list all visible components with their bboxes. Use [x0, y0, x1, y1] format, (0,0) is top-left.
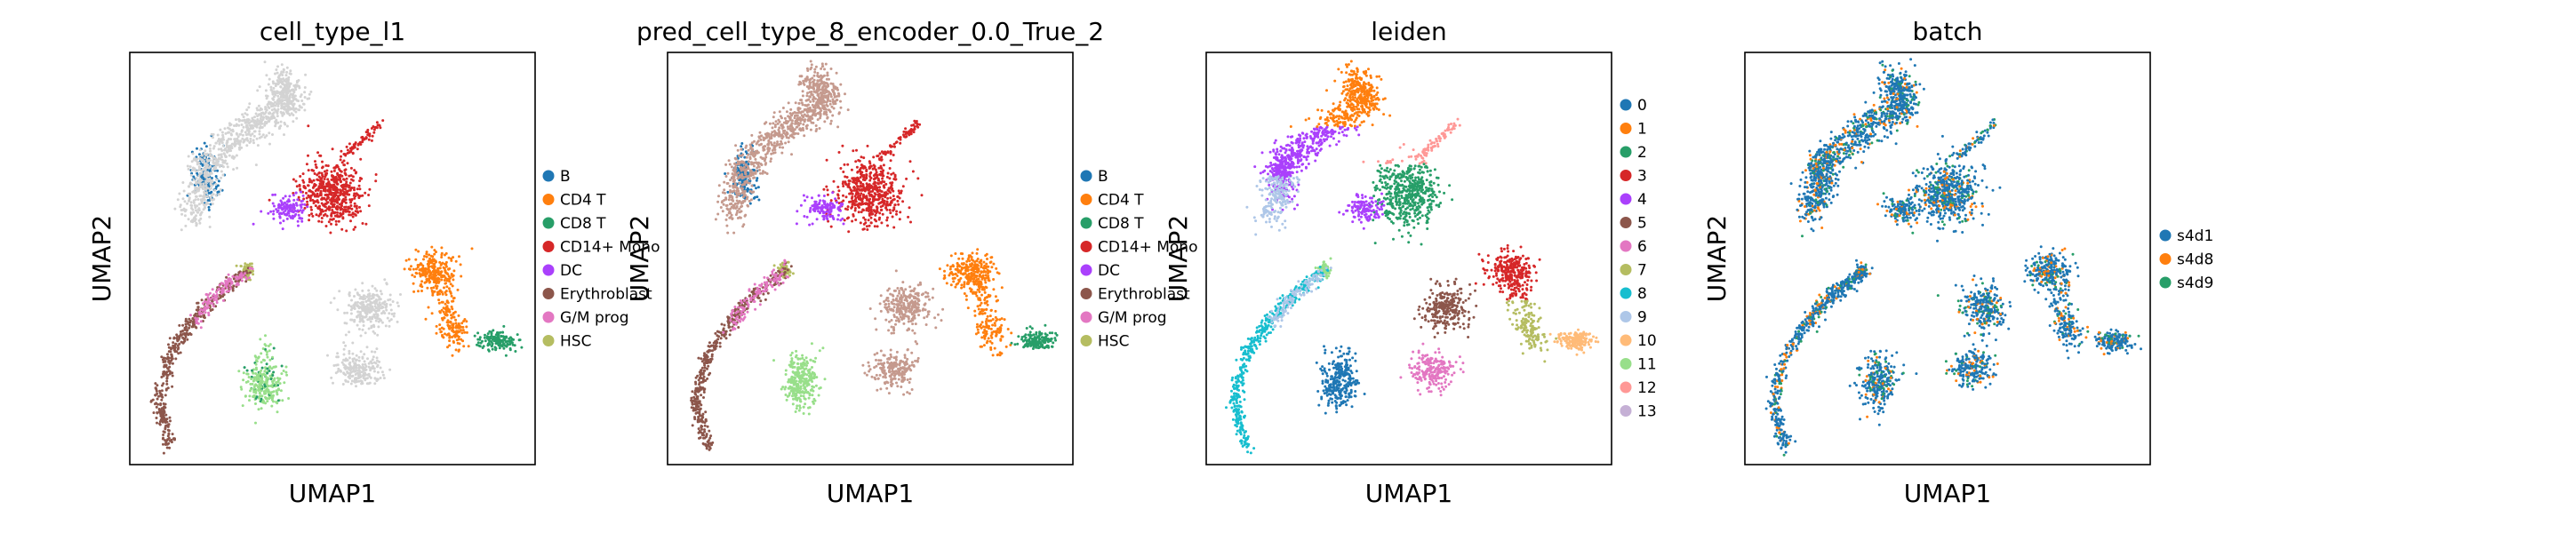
- legend-marker: [1620, 381, 1632, 394]
- legend-marker: [1080, 217, 1092, 229]
- legend-marker: [1620, 99, 1632, 111]
- legend-label: G/M prog: [560, 309, 629, 327]
- legend-label: Erythroblast: [1098, 286, 1190, 304]
- legend-marker: [1080, 194, 1092, 205]
- chart-title: cell_type_l1: [260, 17, 405, 46]
- y-axis-label: UMAP2: [625, 215, 654, 303]
- legend-marker: [542, 335, 555, 346]
- y-axis-label: UMAP2: [1702, 215, 1732, 303]
- legend-marker: [1620, 405, 1632, 417]
- y-axis-label: UMAP2: [1164, 215, 1193, 303]
- legend-marker: [2159, 229, 2172, 242]
- panel-1: pred_cell_type_8_encoder_0.0_True_2 UMAP1…: [625, 17, 1197, 508]
- scatter-points: [690, 60, 1059, 451]
- legend-marker: [542, 170, 555, 182]
- legend: s4d1 s4d8 s4d9: [2159, 227, 2213, 292]
- panel-0: cell_type_l1 UMAP1 UMAP2 B CD4 T CD8 T CD14+ M…: [87, 17, 660, 508]
- legend-marker: [1080, 170, 1092, 182]
- legend-marker: [542, 311, 555, 323]
- axes-frame: [1205, 52, 1612, 465]
- legend-marker: [1620, 311, 1632, 322]
- legend-marker: [1080, 288, 1092, 299]
- legend-label: G/M prog: [1098, 309, 1167, 327]
- legend-marker: [1620, 334, 1632, 346]
- axes-frame: [129, 52, 536, 465]
- axes-frame: [667, 52, 1074, 465]
- legend-label: 4: [1637, 191, 1647, 209]
- legend-label: CD8 T: [1098, 215, 1144, 233]
- legend-label: 11: [1637, 356, 1657, 374]
- legend-label: 12: [1637, 379, 1657, 397]
- y-axis-label: UMAP2: [87, 215, 116, 303]
- legend-label: 6: [1637, 238, 1647, 256]
- legend-marker: [542, 194, 555, 205]
- legend-marker: [1620, 264, 1632, 275]
- legend-marker: [2159, 253, 2172, 265]
- legend-label: CD4 T: [560, 192, 606, 210]
- legend-label: s4d8: [2177, 251, 2213, 269]
- legend-marker: [1620, 170, 1632, 181]
- legend-marker: [1080, 241, 1092, 252]
- legend-marker: [1620, 193, 1632, 205]
- scatter-points: [149, 60, 524, 455]
- x-axis-label: UMAP1: [1365, 479, 1453, 508]
- legend-label: 13: [1637, 403, 1657, 421]
- legend-marker: [2159, 276, 2172, 289]
- panel-3: batch UMAP1 UMAP2 s4d1 s4d8 s4d9: [1702, 17, 2213, 508]
- legend-marker: [1620, 217, 1632, 228]
- legend-marker: [542, 288, 555, 299]
- legend-label: Erythroblast: [560, 286, 652, 304]
- legend-marker: [1080, 264, 1092, 276]
- legend-marker: [1620, 146, 1632, 158]
- legend-marker: [1620, 240, 1632, 252]
- legend-label: HSC: [1098, 333, 1129, 351]
- chart-title: batch: [1912, 17, 1982, 46]
- legend-label: 0: [1637, 97, 1647, 115]
- legend-marker: [542, 264, 555, 276]
- chart-title: pred_cell_type_8_encoder_0.0_True_2: [636, 17, 1104, 46]
- x-axis-label: UMAP1: [289, 479, 377, 508]
- legend-marker: [1080, 311, 1092, 323]
- legend-marker: [1080, 335, 1092, 346]
- legend-label: B: [560, 168, 571, 186]
- legend-label: 2: [1637, 144, 1647, 162]
- x-axis-label: UMAP1: [1904, 479, 1992, 508]
- legend-label: 7: [1637, 262, 1647, 280]
- legend-marker: [542, 217, 555, 229]
- legend-label: CD4 T: [1098, 192, 1144, 210]
- axes-frame: [1744, 52, 2151, 465]
- legend-marker: [1620, 123, 1632, 134]
- legend-label: s4d9: [2177, 274, 2213, 292]
- legend-label: CD14+ Mono: [1098, 239, 1197, 257]
- legend-label: CD8 T: [560, 215, 606, 233]
- legend-label: 8: [1637, 285, 1647, 303]
- legend-label: 1: [1637, 121, 1647, 139]
- legend-marker: [542, 241, 555, 252]
- legend-label: 10: [1637, 332, 1657, 350]
- legend-label: 5: [1637, 215, 1647, 233]
- legend-label: HSC: [560, 333, 591, 351]
- scatter-points: [1225, 60, 1600, 455]
- legend-label: s4d1: [2177, 227, 2213, 245]
- legend-label: DC: [1098, 262, 1120, 280]
- legend-label: DC: [560, 262, 582, 280]
- legend-label: CD14+ Mono: [560, 239, 660, 257]
- legend: B CD4 T CD8 T CD14+ Mono DC Erythroblast G/M p…: [1080, 168, 1197, 351]
- legend: B CD4 T CD8 T CD14+ Mono DC Erythroblast G/M p…: [542, 168, 660, 351]
- legend-label: B: [1098, 168, 1108, 186]
- x-axis-label: UMAP1: [827, 479, 915, 508]
- legend-label: 3: [1637, 168, 1647, 186]
- legend-label: 9: [1637, 309, 1647, 327]
- legend-marker: [1620, 358, 1632, 370]
- legend-marker: [1620, 287, 1632, 299]
- scatter-points: [1764, 58, 2142, 457]
- chart-title: leiden: [1371, 17, 1447, 46]
